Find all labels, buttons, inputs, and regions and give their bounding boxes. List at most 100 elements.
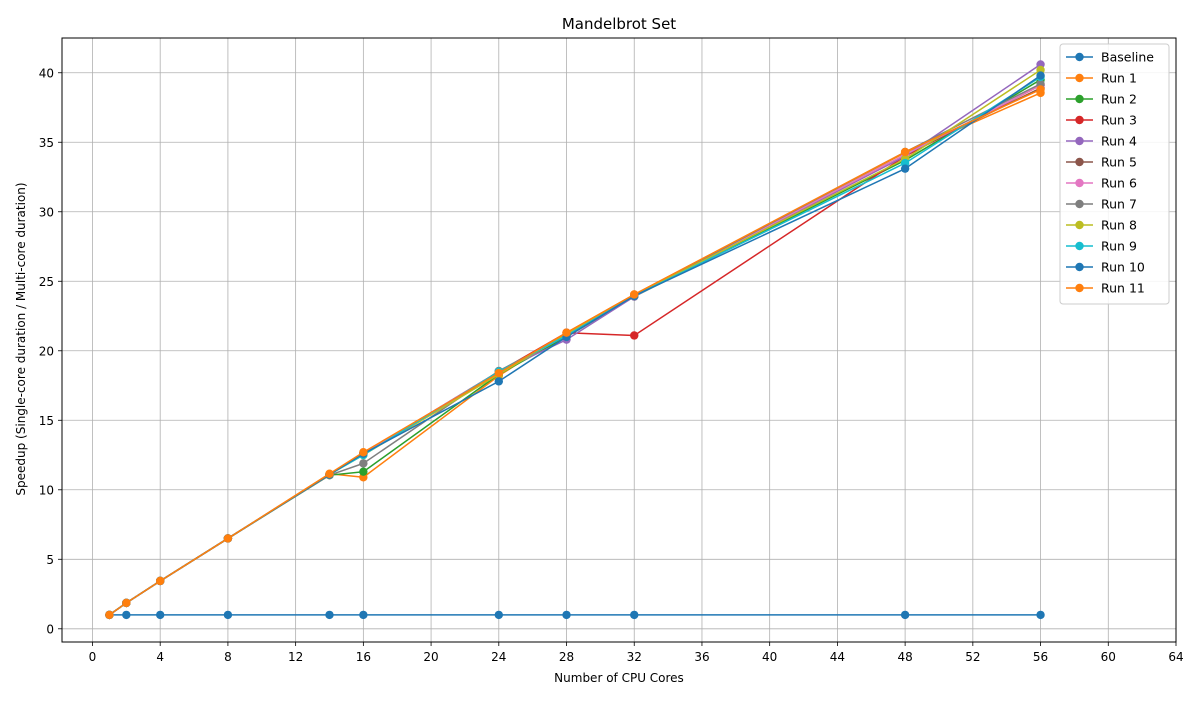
baseline-point xyxy=(630,610,639,620)
run-11-point xyxy=(900,147,910,157)
legend-item-run-6: Run 6 xyxy=(1066,176,1137,191)
series-baseline xyxy=(105,610,1045,620)
run-2-point xyxy=(359,467,368,476)
x-tick-label: 48 xyxy=(897,650,912,664)
x-tick-label: 28 xyxy=(559,650,574,664)
legend-item-run-1: Run 1 xyxy=(1066,71,1137,86)
series-lines xyxy=(105,60,1045,620)
baseline-point xyxy=(122,610,131,620)
run-11-point xyxy=(562,328,571,337)
run-7-point xyxy=(359,459,368,468)
legend-label: Run 6 xyxy=(1101,176,1137,191)
run-10-point xyxy=(1036,71,1045,80)
chart-title: Mandelbrot Set xyxy=(562,15,676,33)
legend-marker xyxy=(1075,283,1084,293)
legend-label: Run 9 xyxy=(1101,239,1137,254)
legend-label: Run 3 xyxy=(1101,113,1137,128)
baseline-point xyxy=(1036,610,1045,620)
x-tick-label: 60 xyxy=(1101,650,1116,664)
series-run-11 xyxy=(105,85,1045,620)
run-10-point xyxy=(494,377,503,386)
run-11-point xyxy=(155,576,165,586)
run-11-point xyxy=(630,290,639,299)
x-tick-label: 16 xyxy=(356,650,371,664)
legend-item-run-8: Run 8 xyxy=(1066,218,1137,233)
legend-item-baseline: Baseline xyxy=(1066,50,1154,65)
run-4-line xyxy=(108,63,1041,616)
legend-label: Run 1 xyxy=(1101,71,1137,86)
baseline-point xyxy=(155,610,165,620)
y-tick-label: 0 xyxy=(46,622,54,636)
baseline-point xyxy=(900,610,910,620)
legend-item-run-10: Run 10 xyxy=(1066,260,1145,275)
baseline-point xyxy=(223,610,233,620)
legend-marker xyxy=(1075,220,1084,230)
legend-label: Run 7 xyxy=(1101,197,1137,212)
run-2-line xyxy=(108,79,1041,616)
y-tick-label: 40 xyxy=(39,66,54,80)
run-11-point xyxy=(223,534,233,543)
legend-marker xyxy=(1075,94,1084,104)
legend-label: Run 4 xyxy=(1101,134,1137,149)
x-axis-title: Number of CPU Cores xyxy=(554,671,684,685)
legend-label: Run 2 xyxy=(1101,92,1137,107)
run-5-line xyxy=(108,87,1041,616)
run-11-point xyxy=(359,448,368,457)
run-11-point xyxy=(494,368,503,378)
run-11-point xyxy=(325,469,334,478)
legend-item-run-3: Run 3 xyxy=(1066,113,1137,128)
baseline-point xyxy=(562,610,571,620)
y-axis-title: Speedup (Single-core duration / Multi-co… xyxy=(14,182,28,495)
run-11-point xyxy=(122,598,131,608)
run-7-line xyxy=(108,83,1041,616)
x-tick-label: 44 xyxy=(830,650,845,664)
legend-item-run-4: Run 4 xyxy=(1066,134,1137,149)
run-10-point xyxy=(900,164,910,173)
grid-lines xyxy=(62,38,1177,642)
x-tick-label: 36 xyxy=(694,650,709,664)
legend-item-run-2: Run 2 xyxy=(1066,92,1137,107)
run-8-line xyxy=(108,69,1041,616)
x-tick-label: 24 xyxy=(491,650,506,664)
plot-frame xyxy=(61,37,1177,643)
legend-item-run-7: Run 7 xyxy=(1066,197,1137,212)
legend-box xyxy=(1059,43,1170,305)
x-tick-label: 56 xyxy=(1033,650,1048,664)
x-tick-label: 40 xyxy=(762,650,777,664)
y-tick-label: 30 xyxy=(39,205,54,219)
x-tick-label: 12 xyxy=(288,650,303,664)
run-3-point xyxy=(630,331,639,340)
series-run-4 xyxy=(105,60,1045,620)
x-tick-label: 4 xyxy=(156,650,164,664)
legend: Baseline Run 1 Run 2 Run 3 Run 4 Run 5 Run 6 Ru… xyxy=(1059,43,1170,305)
legend-marker xyxy=(1075,73,1084,83)
x-tick-label: 32 xyxy=(627,650,642,664)
x-tick-label: 64 xyxy=(1168,650,1183,664)
y-tick-label: 5 xyxy=(46,553,54,567)
x-axis: 0 4 8 12 16 20 24 28 32 36 40 44 48 52 56 60 64 xyxy=(89,642,1184,664)
legend-label: Run 11 xyxy=(1101,281,1145,296)
legend-marker xyxy=(1075,52,1084,62)
legend-item-run-9: Run 9 xyxy=(1066,239,1137,254)
legend-item-run-5: Run 5 xyxy=(1066,155,1137,170)
run-11-line xyxy=(108,88,1041,616)
x-tick-label: 52 xyxy=(965,650,980,664)
run-11-point xyxy=(105,610,114,620)
baseline-point xyxy=(359,610,368,620)
legend-marker xyxy=(1075,199,1084,209)
legend-item-run-11: Run 11 xyxy=(1066,281,1145,296)
baseline-point xyxy=(494,610,503,620)
y-axis: 0 5 10 15 20 25 30 35 40 xyxy=(39,66,62,636)
legend-label: Run 5 xyxy=(1101,155,1137,170)
x-tick-label: 0 xyxy=(89,650,97,664)
y-tick-label: 35 xyxy=(39,136,54,150)
legend-marker xyxy=(1075,241,1084,251)
legend-label: Run 10 xyxy=(1101,260,1145,275)
legend-marker xyxy=(1075,178,1084,188)
x-tick-label: 8 xyxy=(224,650,232,664)
baseline-point xyxy=(325,610,334,620)
y-tick-label: 20 xyxy=(39,344,54,358)
y-tick-label: 15 xyxy=(39,414,54,428)
